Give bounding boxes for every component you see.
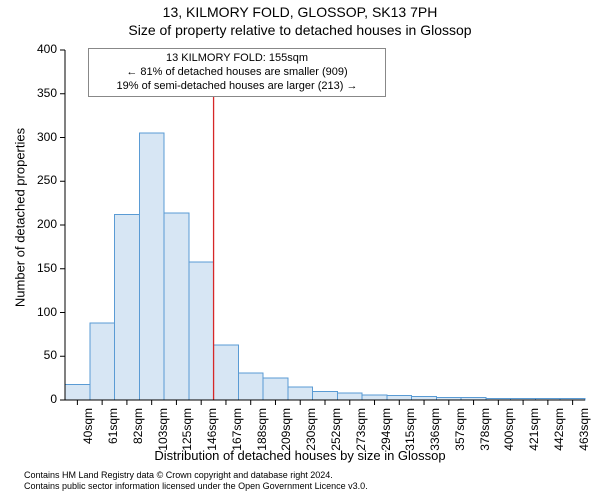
- y-tick-label: 100: [27, 305, 57, 319]
- footer-line-2: Contains public sector information licen…: [24, 481, 368, 491]
- chart-container: 13, KILMORY FOLD, GLOSSOP, SK13 7PH Size…: [0, 0, 600, 500]
- y-tick-label: 250: [27, 173, 57, 187]
- y-tick-label: 200: [27, 217, 57, 231]
- y-tick-label: 400: [27, 42, 57, 56]
- footer-line-1: Contains HM Land Registry data © Crown c…: [24, 470, 333, 480]
- y-tick-label: 300: [27, 130, 57, 144]
- annotation-line-2: ← 81% of detached houses are smaller (90…: [95, 66, 379, 80]
- y-tick-label: 150: [27, 261, 57, 275]
- footer-attribution: Contains HM Land Registry data © Crown c…: [24, 470, 584, 493]
- y-tick-label: 350: [27, 86, 57, 100]
- x-axis-title: Distribution of detached houses by size …: [0, 448, 600, 463]
- chart-subtitle: Size of property relative to detached ho…: [0, 22, 600, 38]
- y-tick-label: 50: [27, 348, 57, 362]
- annotation-line-1: 13 KILMORY FOLD: 155sqm: [95, 52, 379, 66]
- y-tick-label: 0: [27, 392, 57, 406]
- annotation-line-3: 19% of semi-detached houses are larger (…: [95, 80, 379, 94]
- annotation-box: 13 KILMORY FOLD: 155sqm ← 81% of detache…: [88, 48, 386, 97]
- page-title: 13, KILMORY FOLD, GLOSSOP, SK13 7PH: [0, 4, 600, 20]
